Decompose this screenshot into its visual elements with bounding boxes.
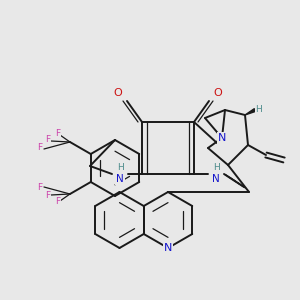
Text: H: H <box>256 106 262 115</box>
Text: F: F <box>38 143 43 152</box>
Text: N: N <box>218 133 226 143</box>
Text: H: H <box>117 164 123 172</box>
Polygon shape <box>245 109 256 115</box>
Text: H: H <box>213 164 219 172</box>
Text: N: N <box>212 174 220 184</box>
Text: O: O <box>114 88 122 98</box>
Text: F: F <box>45 191 50 200</box>
Text: N: N <box>116 174 124 184</box>
Text: F: F <box>56 197 61 206</box>
Text: F: F <box>56 130 61 139</box>
Text: F: F <box>38 184 43 193</box>
Text: N: N <box>164 243 172 253</box>
Text: O: O <box>214 88 222 98</box>
Text: F: F <box>45 136 50 145</box>
